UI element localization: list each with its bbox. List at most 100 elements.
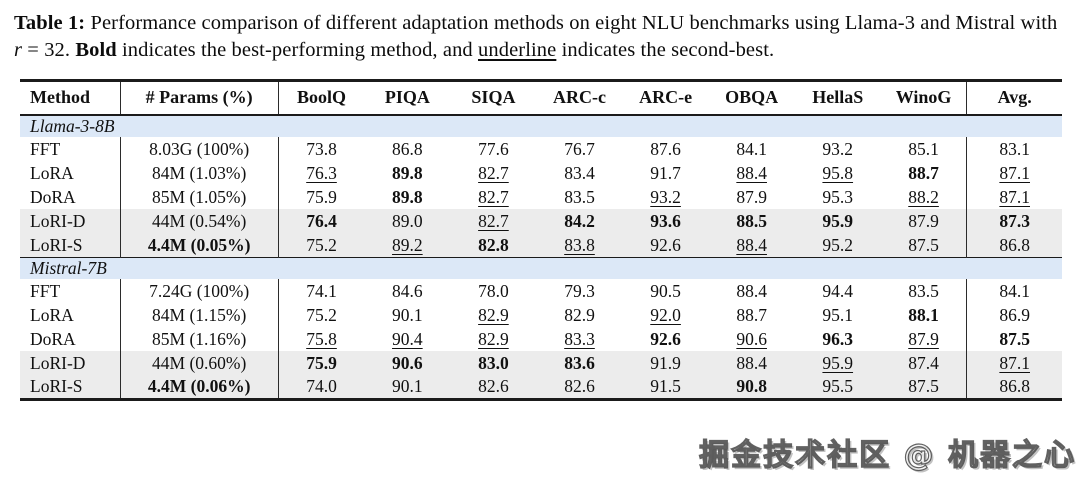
value-cell: 88.5: [708, 209, 795, 234]
value-cell: 87.9: [709, 185, 795, 209]
col-header-avg: Avg.: [966, 80, 1062, 117]
value-text: 88.1: [908, 304, 939, 325]
value-cell: 83.5: [536, 185, 622, 209]
params-cell: 44M (0.54%): [120, 209, 279, 234]
value-text: 93.6: [650, 210, 681, 231]
value-text: 84.6: [392, 280, 423, 301]
data-row-lori-d: LoRI-D 44M (0.60%) 75.9 90.6 83.0 83.6 91.9 88.…: [20, 351, 1062, 376]
value-text: 88.4: [736, 234, 767, 255]
value-text: 90.6: [736, 328, 767, 349]
value-text: 91.7: [650, 162, 681, 183]
value-cell: 83.0: [450, 351, 537, 376]
value-cell: 95.8: [795, 161, 881, 185]
value-text: 83.8: [564, 234, 595, 255]
method-cell: DoRA: [20, 185, 121, 210]
value-cell: 90.5: [623, 279, 709, 303]
value-text: 77.6: [478, 138, 509, 159]
value-text: 82.7: [478, 162, 509, 183]
value-cell: 88.2: [880, 185, 968, 210]
value-text: 90.8: [736, 376, 767, 397]
value-text: 88.7: [908, 162, 939, 183]
method-cell: LoRI-D: [20, 209, 121, 234]
value-text: 90.1: [392, 376, 423, 397]
data-row-fft: FFT 8.03G (100%) 73.8 86.8 77.6 76.7 87.6 84.1 9…: [20, 137, 1062, 162]
value-cell: 89.0: [364, 209, 451, 234]
value-cell: 89.8: [364, 161, 450, 185]
method-cell: LoRA: [20, 303, 121, 328]
value-cell: 87.6: [623, 137, 709, 161]
value-cell: 94.4: [795, 279, 881, 303]
value-cell: 82.6: [450, 375, 537, 400]
value-text: 83.6: [564, 352, 595, 373]
value-text: 91.9: [650, 352, 681, 373]
value-text: 95.9: [822, 210, 854, 231]
section-label: Mistral-7B: [20, 256, 1062, 280]
value-text: 87.1: [999, 186, 1030, 207]
value-text: 95.3: [822, 186, 854, 207]
data-row-lori-s: LoRI-S 4.4M (0.05%) 75.2 89.2 82.8 83.8 92.6 88…: [20, 233, 1062, 258]
value-text: 75.8: [306, 328, 337, 349]
value-cell: 88.4: [709, 279, 795, 303]
data-row-dora: DoRA 85M (1.16%) 75.8 90.4 82.9 83.3 92.6 90.6 9…: [20, 327, 1062, 352]
method-cell: FFT: [20, 279, 121, 304]
value-text: 89.2: [392, 234, 423, 255]
value-cell: 83.1: [967, 137, 1062, 161]
value-text: 93.2: [650, 186, 681, 207]
value-cell: 76.4: [278, 209, 365, 234]
value-cell: 82.8: [450, 233, 537, 258]
value-text: 82.9: [478, 304, 509, 325]
watermark-text: 掘金技术社区 @ 机器之心: [699, 437, 1076, 473]
caption-bold-word: Bold: [75, 38, 117, 61]
value-text: 90.6: [392, 352, 423, 373]
value-cell: 76.7: [536, 137, 622, 161]
value-cell: 91.5: [622, 375, 709, 400]
value-cell: 82.7: [450, 161, 536, 185]
value-text: 76.4: [306, 210, 337, 231]
value-text: 86.8: [999, 376, 1030, 397]
value-cell: 88.1: [880, 303, 968, 328]
value-cell: 83.6: [536, 351, 623, 376]
value-cell: 83.5: [880, 279, 968, 304]
value-text: 74.1: [306, 280, 337, 301]
value-text: 85.1: [908, 138, 939, 159]
method-cell: LoRI-S: [20, 375, 121, 400]
value-text: 75.9: [306, 186, 337, 207]
value-text: 88.2: [908, 186, 939, 207]
value-cell: 92.6: [623, 327, 709, 351]
method-cell: FFT: [20, 137, 121, 162]
value-text: 79.3: [564, 280, 595, 301]
value-cell: 82.7: [450, 209, 537, 234]
value-text: 84.1: [999, 280, 1030, 301]
value-text: 76.3: [306, 162, 337, 183]
caption-label: Table 1:: [14, 12, 86, 34]
value-cell: 92.0: [623, 303, 709, 327]
value-cell: 89.8: [364, 185, 450, 209]
caption-text-1: Performance comparison of different adap…: [85, 12, 1058, 34]
value-text: 84.2: [564, 210, 595, 231]
value-cell: 75.9: [278, 351, 365, 376]
col-header-params: # Params (%): [120, 80, 279, 117]
value-cell: 82.6: [536, 375, 623, 400]
value-cell: 73.8: [278, 137, 364, 161]
value-cell: 87.1: [966, 351, 1062, 376]
value-text: 89.8: [392, 162, 423, 183]
value-cell: 90.4: [364, 327, 450, 351]
value-cell: 86.8: [966, 375, 1062, 400]
value-cell: 82.9: [450, 303, 536, 327]
value-text: 82.8: [478, 234, 509, 255]
params-cell: 44M (0.60%): [120, 351, 279, 376]
value-cell: 82.7: [450, 185, 536, 209]
value-cell: 87.5: [880, 375, 968, 400]
params-cell: 84M (1.15%): [120, 303, 279, 328]
value-cell: 90.8: [708, 375, 795, 400]
value-text: 95.9: [822, 352, 854, 373]
value-cell: 87.9: [880, 327, 968, 352]
value-text: 87.1: [999, 162, 1030, 183]
value-cell: 82.9: [450, 327, 536, 351]
value-cell: 93.2: [623, 185, 709, 209]
header-row: Method # Params (%) BoolQ PIQA SIQA ARC-c ARC-…: [20, 80, 1062, 117]
value-text: 92.0: [650, 304, 681, 325]
value-text: 95.2: [822, 234, 854, 255]
value-text: 82.6: [564, 376, 595, 397]
value-text: 89.0: [392, 210, 423, 231]
